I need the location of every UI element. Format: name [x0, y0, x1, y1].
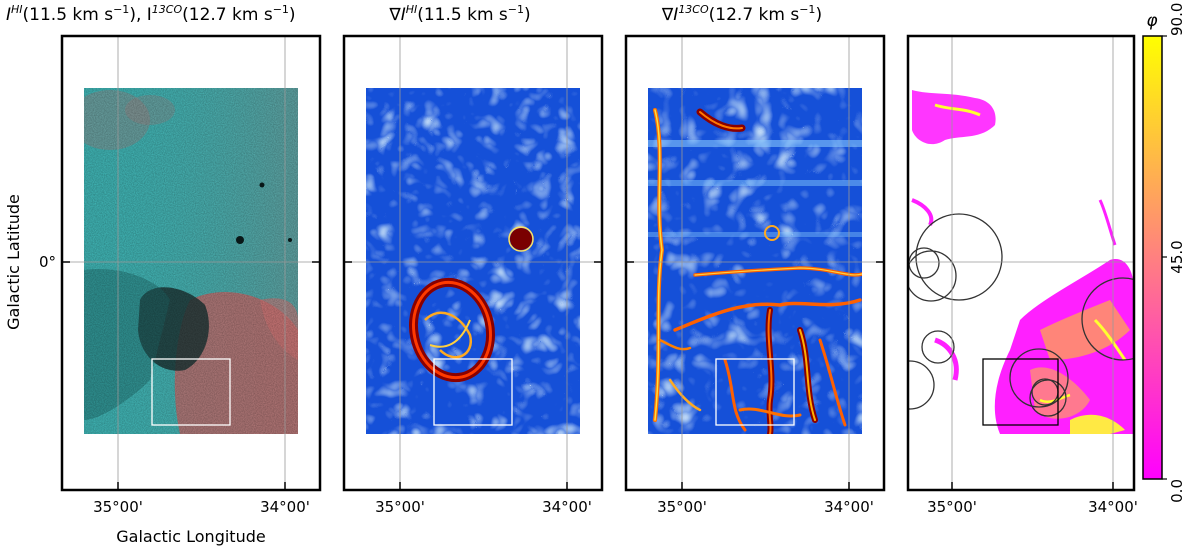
panel-2-frame	[342, 34, 604, 492]
colorbar-tick-label: 90.0	[1168, 3, 1186, 36]
y-axis-label: Galactic Latitude	[4, 194, 23, 330]
panel-4-xtick-label: 35°00'	[927, 498, 977, 516]
panel-3-frame	[624, 34, 886, 492]
panel-4: 35°00' 34°00'	[906, 34, 1138, 516]
panel-1-zoom-box	[151, 358, 231, 426]
colorbar: φ 0.0 45.0 90.0	[1142, 3, 1186, 503]
panel-4-frame	[906, 34, 1136, 492]
colorbar-gradient	[1142, 35, 1163, 480]
panel-3-image	[648, 88, 862, 434]
panel-1-image	[84, 88, 298, 434]
panel-2-xtick-label: 35°00'	[375, 498, 425, 516]
colorbar-label: φ	[1146, 11, 1158, 31]
panel-1-frame	[60, 34, 322, 492]
panel-2-image	[366, 88, 580, 434]
panel-2-zoom-box	[433, 358, 513, 426]
panel-3-title: ∇I13CO(12.7 km s−1)	[661, 3, 822, 25]
x-axis-label: Galactic Longitude	[116, 527, 265, 546]
panel-3-xtick-label: 35°00'	[657, 498, 707, 516]
panel-1-title: IHI(11.5 km s−1), I13CO(12.7 km s−1)	[6, 3, 296, 25]
panel-3-xtick-label: 34°00'	[824, 498, 874, 516]
panel-1-xtick-label: 35°00'	[93, 498, 143, 516]
panel-2-title: ∇IHI(11.5 km s−1)	[388, 3, 530, 25]
panel-4-zoom-box	[982, 358, 1059, 426]
panel-3-zoom-box	[715, 358, 795, 426]
panel-1-ytick-label: 0°	[39, 253, 56, 271]
panel-2-xtick-label: 34°00'	[542, 498, 592, 516]
panel-4-image	[908, 36, 1134, 490]
panel-3: ∇I13CO(12.7 km s−1)	[624, 3, 886, 516]
colorbar-tick-label: 45.0	[1168, 240, 1186, 273]
panel-1-xtick-label: 34°00'	[260, 498, 310, 516]
panel-4-xtick-label: 34°00'	[1088, 498, 1138, 516]
panel-2: ∇IHI(11.5 km s−1) 35°00' 34°00'	[342, 3, 604, 516]
colorbar-tick-label: 0.0	[1168, 479, 1186, 503]
panel-1: IHI(11.5 km s−1), I13CO(12.7 km s−1) 35°…	[4, 3, 322, 546]
